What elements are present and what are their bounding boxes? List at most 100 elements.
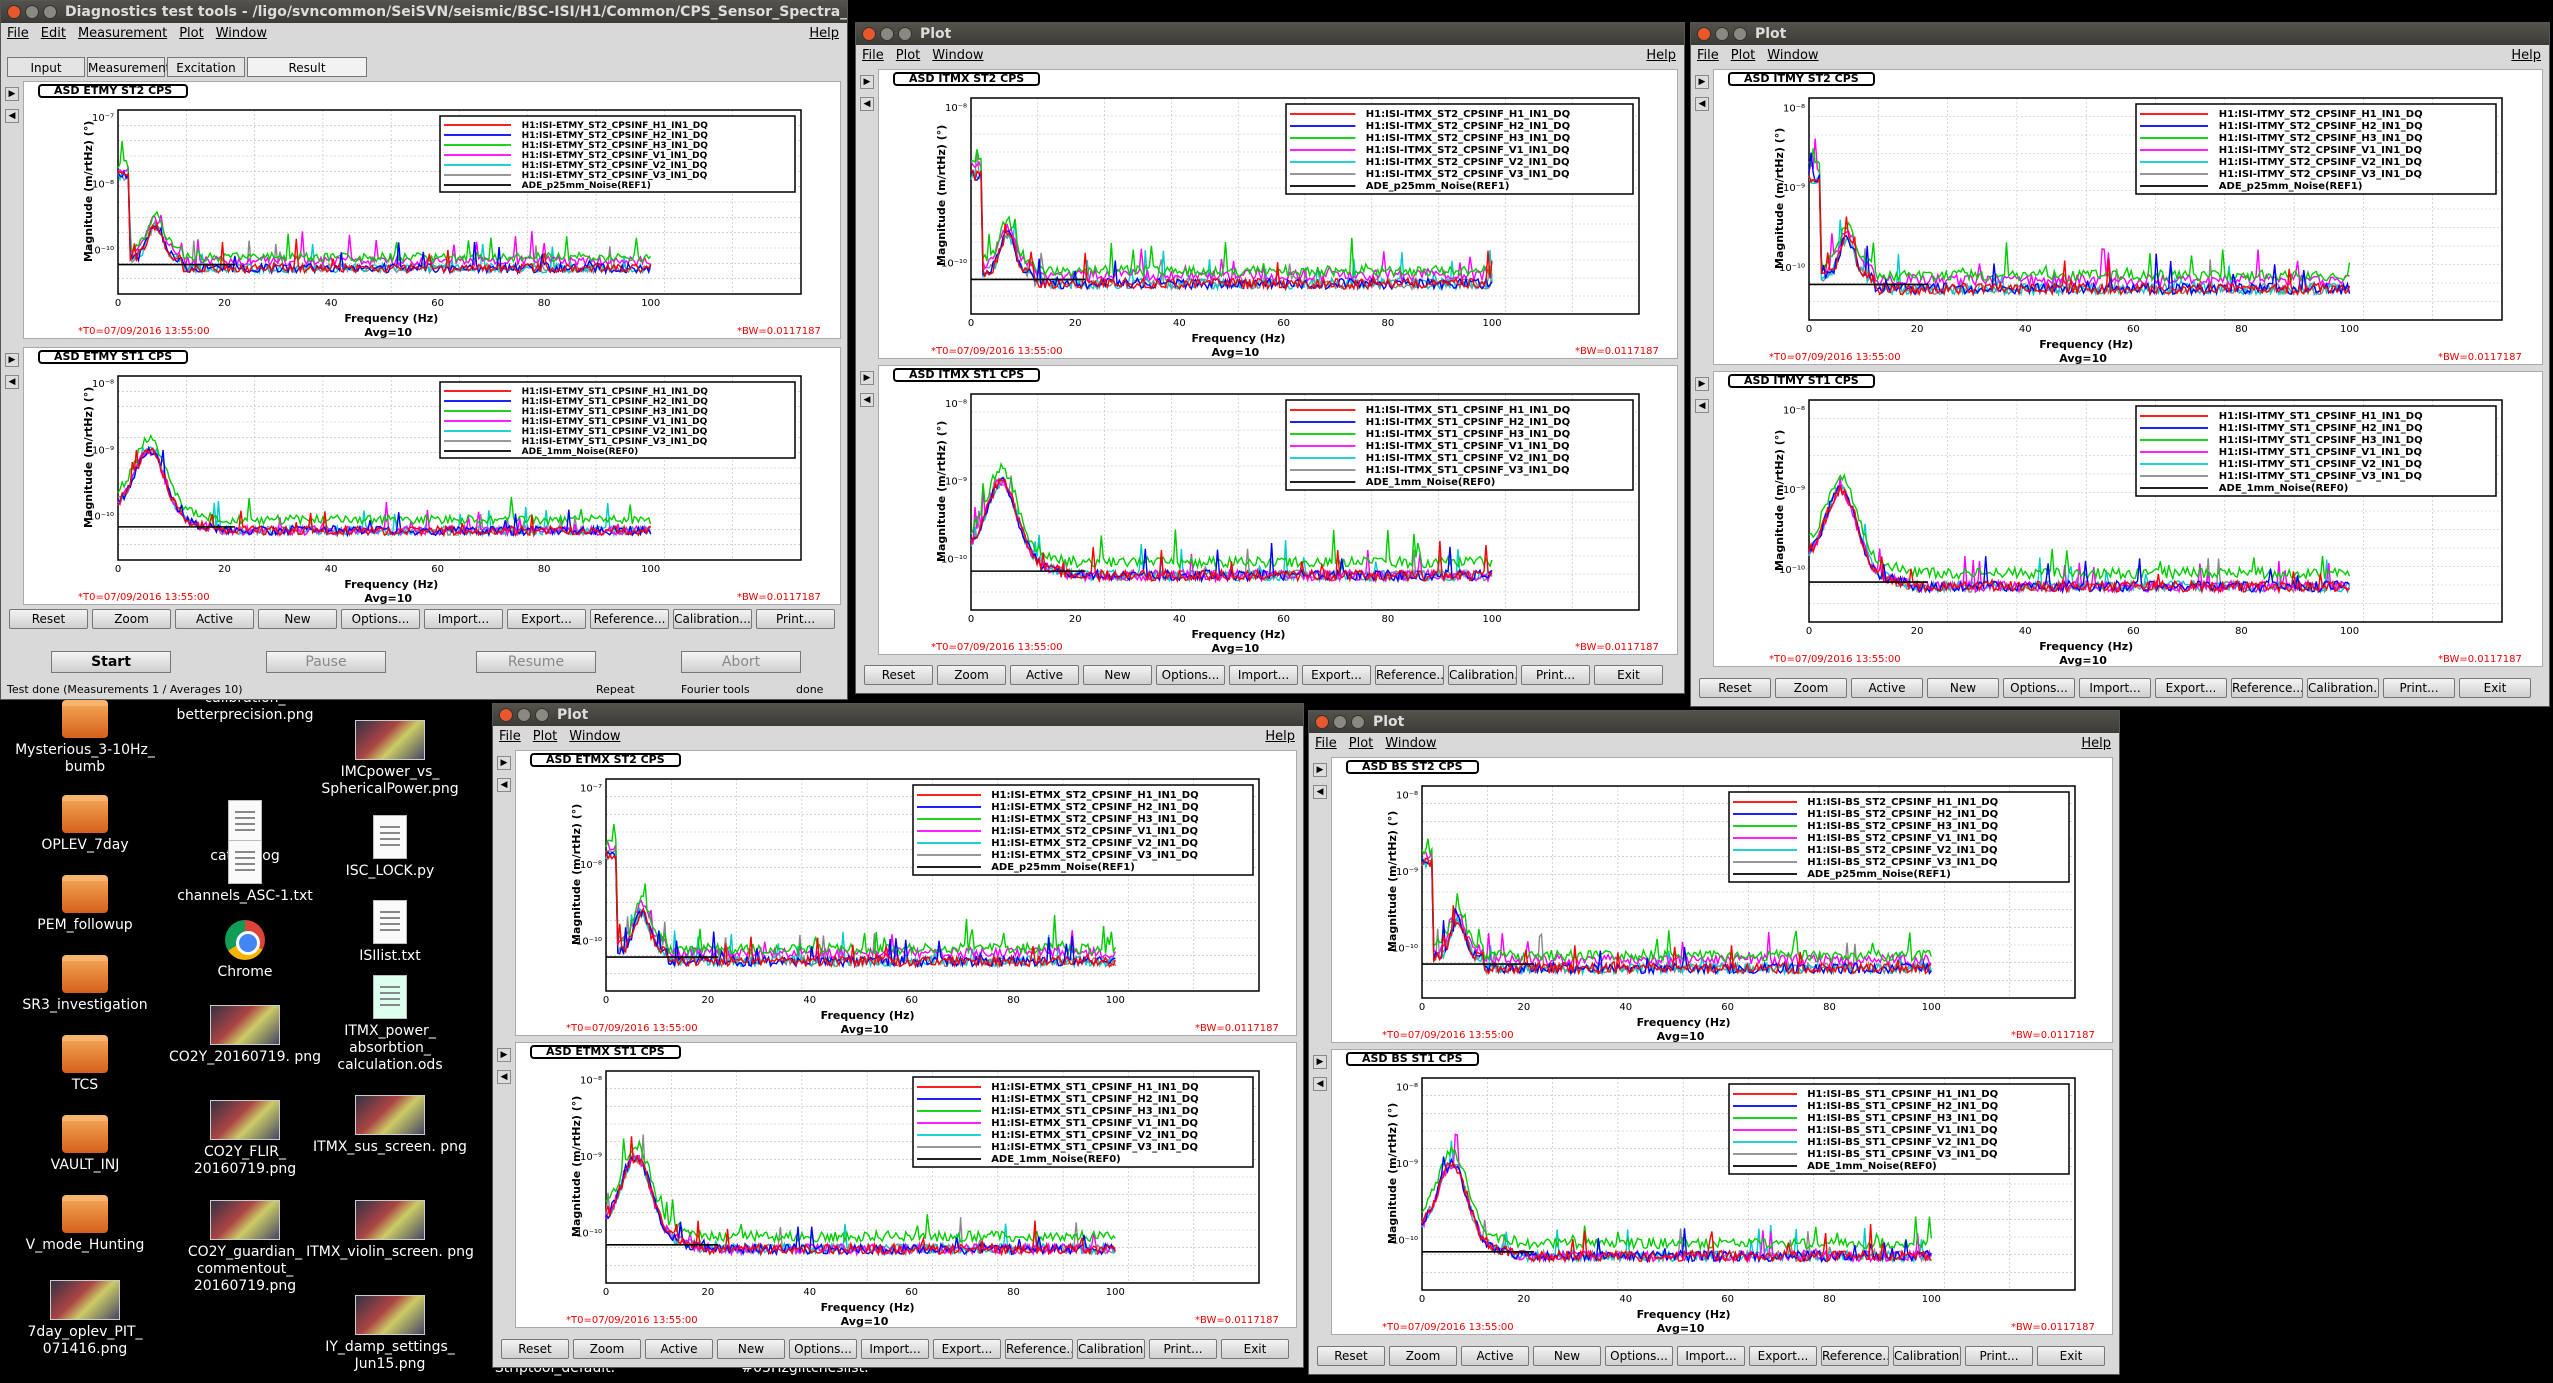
- import-button[interactable]: Import...: [1229, 665, 1298, 685]
- plot-panel[interactable]: ASD ITMY ST2 CPS 0 20 40 60 80 100 10⁻⁸ 10⁻⁹ 10⁻¹…: [1713, 69, 2543, 365]
- desktop-icon[interactable]: ITMX_violin_screen. png: [305, 1200, 475, 1261]
- collapse-button[interactable]: ◀: [860, 97, 874, 111]
- collapse-button[interactable]: ◀: [497, 1070, 511, 1084]
- maximize-icon[interactable]: [1351, 715, 1365, 729]
- spectrum-plot[interactable]: 0 20 40 60 80 100 10⁻⁸ 10⁻⁹ 10⁻¹⁰ H1:ISI-BS_ST2_C…: [1332, 758, 2114, 1044]
- reference-button[interactable]: Reference...: [1375, 665, 1444, 685]
- desktop-icon[interactable]: CO2Y_20160719. png: [160, 1005, 330, 1066]
- menu-measurement[interactable]: Measurement: [77, 26, 168, 41]
- reference-button[interactable]: Reference...: [590, 609, 669, 629]
- zoom-button[interactable]: Zoom: [1389, 1346, 1457, 1366]
- plot-window[interactable]: Plot File Plot Window Help ▶ ◀ ASD ETMX ST2 CPS…: [492, 703, 1304, 1368]
- options-button[interactable]: Options...: [1605, 1346, 1673, 1366]
- menu-window[interactable]: Window: [1385, 736, 1437, 751]
- menu-window[interactable]: Window: [932, 48, 984, 63]
- collapse-button[interactable]: ◀: [860, 393, 874, 407]
- desktop-icon[interactable]: CO2Y_guardian_ commentout_ 20160719.png: [160, 1200, 330, 1295]
- active-button[interactable]: Active: [1010, 665, 1079, 685]
- collapse-button[interactable]: ◀: [5, 375, 19, 389]
- start-button[interactable]: Start: [51, 651, 171, 673]
- minimize-icon[interactable]: [25, 5, 39, 19]
- maximize-icon[interactable]: [535, 708, 549, 722]
- plot-panel[interactable]: ASD BS ST1 CPS 0 20 40 60 80 100 10⁻⁸ 10⁻⁹ 10⁻¹⁰ H…: [1331, 1049, 2113, 1335]
- reference-button[interactable]: Reference...: [2231, 678, 2303, 698]
- menu-help[interactable]: Help: [2511, 48, 2541, 63]
- calibration-button[interactable]: Calibration...: [1893, 1346, 1961, 1366]
- tab-excitation[interactable]: Excitation: [167, 57, 245, 77]
- collapse-button[interactable]: ◀: [1313, 1077, 1327, 1091]
- desktop-icon[interactable]: PEM_followup: [0, 875, 170, 934]
- minimize-icon[interactable]: [517, 708, 531, 722]
- spectrum-plot[interactable]: 0 20 40 60 80 100 10⁻⁸ 10⁻⁹ 10⁻¹⁰ H1:ISI-ETMX_ST1…: [516, 1043, 1298, 1329]
- new-button[interactable]: New: [1083, 665, 1152, 685]
- tab-result[interactable]: Result: [247, 57, 367, 77]
- export-button[interactable]: Export...: [1749, 1346, 1817, 1366]
- desktop-icon[interactable]: ITMX_sus_screen. png: [305, 1095, 475, 1156]
- menu-file[interactable]: File: [7, 26, 29, 41]
- reference-button[interactable]: Reference...: [1005, 1339, 1073, 1359]
- reference-button[interactable]: Reference...: [1821, 1346, 1889, 1366]
- menu-file[interactable]: File: [499, 729, 521, 744]
- active-button[interactable]: Active: [175, 609, 254, 629]
- tab-measurement[interactable]: Measurement: [87, 57, 170, 77]
- export-button[interactable]: Export...: [933, 1339, 1001, 1359]
- collapse-button[interactable]: ◀: [1695, 97, 1709, 111]
- menu-help[interactable]: Help: [2081, 736, 2111, 751]
- menu-plot[interactable]: Plot: [532, 729, 558, 744]
- desktop-icon[interactable]: V_mode_Hunting: [0, 1195, 170, 1254]
- menu-window[interactable]: Window: [1767, 48, 1819, 63]
- maximize-icon[interactable]: [1733, 27, 1747, 41]
- collapse-button[interactable]: ◀: [1695, 399, 1709, 413]
- print-button[interactable]: Print...: [756, 609, 835, 629]
- menu-help[interactable]: Help: [809, 26, 839, 41]
- desktop-icon[interactable]: IY_damp_settings_ Jun15.png: [305, 1295, 475, 1373]
- spectrum-plot[interactable]: 0 20 40 60 80 100 10⁻⁸ 10⁻⁹ 10⁻¹⁰ H1:ISI-ITMX_ST1…: [879, 366, 1679, 656]
- spectrum-plot[interactable]: 0 20 40 60 80 100 10⁻⁸ 10⁻¹⁰ H1:ISI-ITMX_ST2_CPS…: [879, 70, 1679, 360]
- reset-button[interactable]: Reset: [1317, 1346, 1385, 1366]
- expand-button[interactable]: ▶: [5, 353, 19, 367]
- plot-window[interactable]: Plot File Plot Window Help ▶ ◀ ASD ITMY ST2 CPS…: [1690, 22, 2550, 707]
- menu-plot[interactable]: Plot: [1348, 736, 1374, 751]
- expand-button[interactable]: ▶: [1695, 75, 1709, 89]
- menu-file[interactable]: File: [1315, 736, 1337, 751]
- tab-input[interactable]: Input: [7, 57, 85, 77]
- expand-button[interactable]: ▶: [860, 371, 874, 385]
- options-button[interactable]: Options...: [341, 609, 420, 629]
- plot-panel[interactable]: ASD ETMY ST1 CPS 0 20 40 60 80 100 10⁻⁸ 10⁻⁹ 10⁻¹…: [23, 347, 841, 605]
- spectrum-plot[interactable]: 0 20 40 60 80 100 10⁻⁸ 10⁻⁹ 10⁻¹⁰ H1:ISI-ITMY_ST2…: [1714, 70, 2544, 366]
- menu-window[interactable]: Window: [215, 26, 267, 41]
- plot-window[interactable]: Plot File Plot Window Help ▶ ◀ ASD BS ST2 CPS 0 2…: [1308, 710, 2120, 1375]
- desktop-icon[interactable]: IMCpower_vs_ SphericalPower.png: [305, 720, 475, 798]
- import-button[interactable]: Import...: [861, 1339, 929, 1359]
- expand-button[interactable]: ▶: [5, 87, 19, 101]
- desktop-icon[interactable]: ITMX_power_ absorbtion_ calculation.ods: [305, 975, 475, 1074]
- maximize-icon[interactable]: [43, 5, 57, 19]
- zoom-button[interactable]: Zoom: [573, 1339, 641, 1359]
- print-button[interactable]: Print...: [1149, 1339, 1217, 1359]
- new-button[interactable]: New: [1927, 678, 1999, 698]
- menu-plot[interactable]: Plot: [1730, 48, 1756, 63]
- reset-button[interactable]: Reset: [864, 665, 933, 685]
- exit-button[interactable]: Exit: [1594, 665, 1663, 685]
- collapse-button[interactable]: ◀: [1313, 785, 1327, 799]
- desktop-icon[interactable]: ISIlist.txt: [305, 900, 475, 965]
- resume-button[interactable]: Resume: [476, 651, 596, 673]
- expand-button[interactable]: ▶: [1313, 1055, 1327, 1069]
- minimize-icon[interactable]: [1715, 27, 1729, 41]
- options-button[interactable]: Options...: [789, 1339, 857, 1359]
- menu-help[interactable]: Help: [1265, 729, 1295, 744]
- dtt-window[interactable]: Diagnostics test tools - /ligo/svncommon…: [0, 0, 848, 700]
- plot-panel[interactable]: ASD ETMX ST2 CPS 0 20 40 60 80 100 10⁻⁷ 10⁻⁸ 10⁻¹…: [515, 750, 1297, 1036]
- calibration-button[interactable]: Calibration...: [1077, 1339, 1145, 1359]
- plot-panel[interactable]: ASD BS ST2 CPS 0 20 40 60 80 100 10⁻⁸ 10⁻⁹ 10⁻¹⁰ H…: [1331, 757, 2113, 1043]
- exit-button[interactable]: Exit: [1221, 1339, 1289, 1359]
- desktop-icon[interactable]: VAULT_INJ: [0, 1115, 170, 1174]
- close-icon[interactable]: [7, 5, 21, 19]
- desktop-icon[interactable]: channels_ASC-1.txt: [160, 840, 330, 905]
- import-button[interactable]: Import...: [1677, 1346, 1745, 1366]
- desktop-icon[interactable]: 7day_oplev_PIT_ 071416.png: [0, 1280, 170, 1358]
- import-button[interactable]: Import...: [424, 609, 503, 629]
- menu-help[interactable]: Help: [1646, 48, 1676, 63]
- expand-button[interactable]: ▶: [1313, 763, 1327, 777]
- export-button[interactable]: Export...: [2155, 678, 2227, 698]
